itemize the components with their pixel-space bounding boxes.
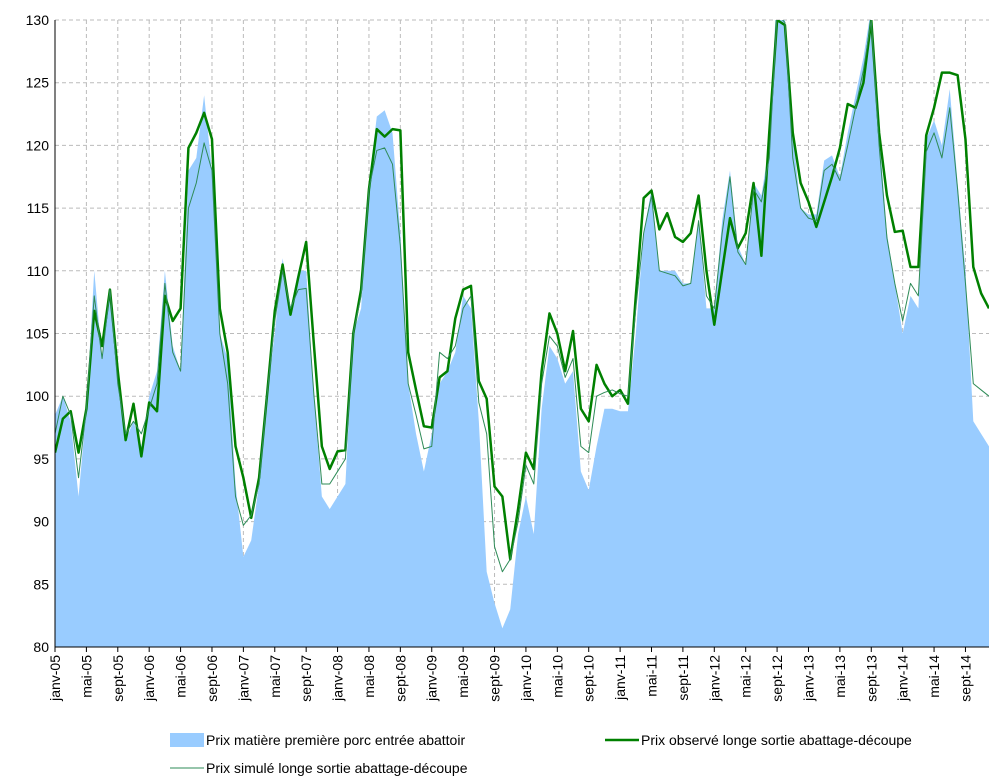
- y-tick-label: 100: [26, 388, 50, 404]
- x-tick-label: sept-14: [957, 655, 973, 702]
- y-tick-label: 85: [33, 576, 49, 592]
- x-tick-label: mai-08: [361, 655, 377, 698]
- x-tick-label: janv-14: [895, 655, 911, 702]
- x-tick-label: mai-10: [549, 655, 565, 698]
- legend-label: Prix matière première porc entrée abatto…: [206, 732, 465, 748]
- area-series: [55, 20, 989, 647]
- plot-area: [55, 20, 989, 647]
- x-tick-label: sept-09: [487, 655, 503, 702]
- legend-label: Prix observé longe sortie abattage-décou…: [641, 732, 912, 748]
- x-tick-label: sept-10: [581, 655, 597, 702]
- y-tick-label: 105: [26, 326, 50, 342]
- y-tick-label: 120: [26, 137, 50, 153]
- x-tick-label: sept-12: [769, 655, 785, 702]
- y-tick-label: 80: [33, 639, 49, 655]
- y-tick-label: 95: [33, 451, 49, 467]
- line-series: [55, 20, 989, 573]
- x-tick-label: sept-11: [675, 655, 691, 701]
- x-tick-label: sept-08: [392, 655, 408, 702]
- legend-swatch: [170, 733, 204, 747]
- x-tick-label: mai-14: [926, 655, 942, 698]
- x-tick-label: mai-07: [267, 655, 283, 698]
- x-tick-label: janv-11: [612, 655, 628, 701]
- x-tick-label: janv-06: [141, 655, 157, 702]
- x-tick-label: janv-05: [47, 655, 63, 702]
- y-tick-label: 90: [33, 514, 49, 530]
- x-tick-label: janv-10: [518, 655, 534, 702]
- y-tick-label: 125: [26, 75, 50, 91]
- x-tick-label: sept-05: [110, 655, 126, 702]
- x-tick-label: sept-06: [204, 655, 220, 702]
- x-tick-label: mai-12: [738, 655, 754, 698]
- x-tick-label: janv-07: [235, 655, 251, 702]
- y-tick-label: 115: [27, 200, 50, 216]
- x-tick-label: janv-08: [330, 655, 346, 702]
- line-series: [55, 20, 989, 561]
- x-tick-label: mai-05: [78, 655, 94, 698]
- y-tick-label: 110: [27, 263, 50, 279]
- x-tick-label: mai-13: [832, 655, 848, 698]
- x-tick-label: janv-13: [800, 655, 816, 702]
- axes: 80 85 90 95 100 105 110 115 120 125 130 janv-05 mai-…: [26, 12, 989, 702]
- x-tick-label: mai-09: [455, 655, 471, 698]
- y-tick-label: 130: [26, 12, 50, 28]
- x-tick-label: janv-12: [706, 655, 722, 702]
- x-tick-label: sept-13: [863, 655, 879, 702]
- x-tick-label: sept-07: [298, 655, 314, 702]
- x-tick-label: janv-09: [424, 655, 440, 702]
- legend-label: Prix simulé longe sortie abattage-découp…: [206, 760, 468, 776]
- x-tick-label: mai-11: [644, 655, 660, 697]
- x-tick-label: mai-06: [173, 655, 189, 698]
